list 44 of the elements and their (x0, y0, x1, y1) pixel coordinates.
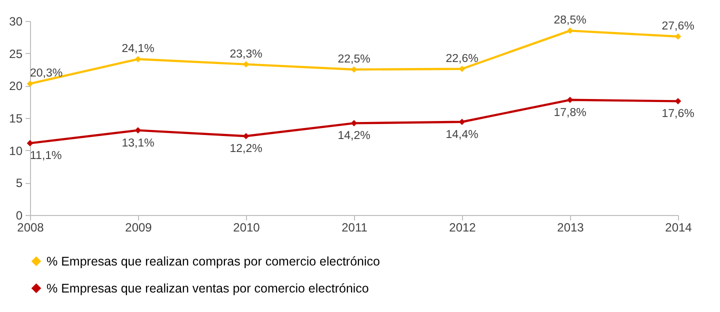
x-tick-label: 2012 (449, 220, 476, 234)
point (134, 56, 142, 62)
point (350, 120, 358, 126)
point (242, 61, 250, 68)
data-label: 28,5% (554, 14, 586, 27)
point (26, 80, 34, 87)
x-tick-label: 2013 (557, 220, 584, 234)
legend-label: % Empresas que realizan ventas por comercio electrónico (46, 281, 369, 296)
data-label: 22,6% (446, 52, 478, 65)
data-label: 17,6% (662, 108, 694, 120)
x-tick-label: 2010 (233, 220, 260, 234)
point (674, 33, 682, 40)
point (26, 140, 34, 146)
y-tick-label: 30 (9, 14, 23, 28)
y-tick-label: 10 (9, 144, 23, 158)
point (458, 66, 466, 72)
x-tick-label: 2011 (342, 220, 368, 234)
x-tick-label: 2014 (665, 220, 692, 234)
data-label: 13,1% (122, 137, 154, 150)
point (458, 118, 466, 126)
y-tick-label: 0 (16, 208, 23, 222)
point (674, 98, 682, 104)
data-label: 23,3% (230, 48, 262, 60)
point (566, 28, 574, 34)
x-tick-label: 2008 (17, 220, 44, 234)
y-tick-label: 25 (9, 46, 23, 61)
data-label: 14,4% (446, 128, 478, 141)
legend-label: % Empresas que realizan compras por comercio electrónico (46, 254, 380, 268)
data-label: 20,3% (30, 68, 63, 80)
data-label: 12,2% (230, 143, 262, 156)
point (566, 96, 574, 104)
point (242, 132, 250, 140)
point (350, 66, 358, 73)
data-label: 17,8% (554, 106, 586, 119)
data-label: 22,5% (338, 54, 370, 66)
data-label: 24,1% (122, 43, 154, 56)
point (134, 127, 142, 134)
data-label: 11,1% (30, 150, 62, 162)
x-tick-label: 2009 (125, 220, 152, 234)
data-label: 27,6% (662, 20, 694, 33)
data-label: 14,2% (338, 130, 370, 142)
y-tick-label: 15 (9, 112, 23, 126)
y-tick-label: 5 (16, 176, 23, 190)
y-tick-label: 20 (9, 79, 23, 94)
